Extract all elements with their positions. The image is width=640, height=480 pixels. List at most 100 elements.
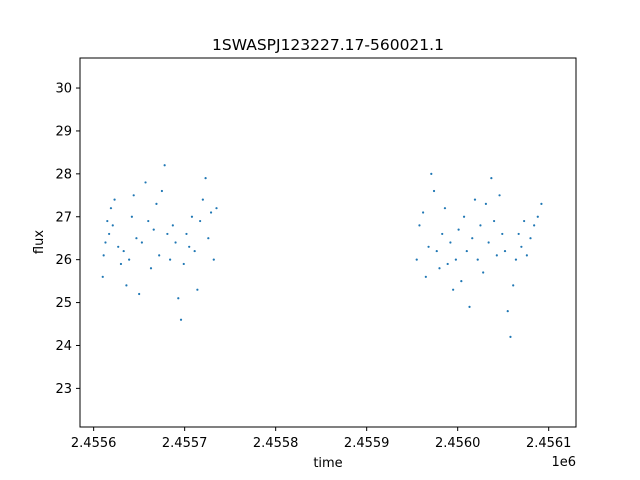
data-point [138, 292, 141, 296]
data-point [498, 194, 501, 197]
y-tick-label: 28 [55, 167, 72, 182]
x-axis: 2.4556 2.4557 2.4558 2.4559 2.4560 2.4561 [71, 427, 572, 451]
data-point [204, 177, 207, 180]
data-point [490, 177, 493, 180]
data-point [174, 241, 177, 244]
data-point [104, 241, 107, 244]
data-point [479, 224, 482, 227]
data-point [449, 241, 452, 244]
data-point [101, 275, 104, 278]
data-point [465, 249, 468, 253]
data-point [422, 211, 425, 214]
x-tick-label: 2.4561 [526, 436, 572, 451]
data-point [163, 164, 166, 167]
data-point [536, 215, 539, 218]
data-point [158, 254, 161, 257]
data-point [415, 258, 418, 261]
data-point [212, 258, 215, 261]
data-point [462, 215, 466, 218]
data-point [441, 232, 444, 236]
data-point [152, 228, 155, 231]
data-point [427, 245, 430, 248]
data-point [533, 224, 536, 227]
y-tick-label: 25 [55, 296, 72, 311]
data-point [102, 254, 105, 257]
x-axis-label: time [313, 456, 342, 471]
data-point [523, 219, 526, 223]
data-point [171, 224, 174, 227]
data-point [193, 249, 196, 253]
data-point [106, 219, 109, 223]
data-point [438, 267, 441, 270]
data-point [140, 241, 143, 244]
data-point [473, 198, 477, 201]
data-point [471, 237, 474, 240]
data-point [128, 258, 131, 261]
data-point [525, 254, 528, 257]
data-point [160, 189, 164, 193]
x-tick-label: 2.4559 [344, 436, 390, 451]
data-point [122, 249, 125, 253]
data-point [179, 318, 183, 321]
data-points [101, 164, 543, 338]
data-point [109, 207, 113, 210]
data-point [190, 215, 194, 218]
data-point [514, 258, 518, 261]
data-point [430, 172, 433, 175]
data-point [509, 335, 512, 338]
data-point [512, 284, 515, 287]
data-point [492, 219, 496, 223]
x-tick-label: 2.4558 [253, 436, 299, 451]
plot-area-frame [79, 57, 577, 428]
data-point [169, 258, 172, 261]
y-tick-label: 30 [55, 82, 72, 97]
data-point [144, 181, 147, 184]
data-point [446, 262, 449, 266]
data-point [454, 258, 457, 261]
data-point [125, 284, 128, 287]
y-tick-label: 23 [55, 382, 72, 397]
data-point [185, 232, 188, 236]
y-tick-label: 26 [55, 253, 72, 268]
data-point [155, 202, 158, 205]
data-point [529, 237, 532, 240]
data-point [108, 232, 111, 236]
y-tick-label: 29 [55, 124, 72, 139]
data-point [503, 249, 507, 253]
data-point [111, 224, 114, 227]
data-point [132, 194, 135, 197]
data-point [166, 232, 169, 236]
y-tick-label: 27 [55, 210, 72, 225]
data-point [432, 189, 436, 193]
y-axis-label: flux [32, 230, 47, 254]
data-point [135, 237, 138, 240]
y-tick-label: 24 [55, 339, 72, 354]
data-point [476, 258, 479, 261]
data-point [506, 310, 509, 313]
data-point [501, 232, 504, 236]
x-tick-label: 2.4556 [71, 436, 117, 451]
data-point [113, 198, 116, 201]
data-point [117, 245, 120, 248]
data-point [487, 241, 490, 244]
data-point [452, 288, 455, 291]
data-point [495, 254, 498, 257]
data-point [482, 271, 485, 274]
data-point [188, 245, 191, 248]
data-point [147, 219, 150, 223]
data-point [443, 207, 447, 210]
data-point [517, 232, 520, 236]
chart-title: 1SWASPJ123227.17-560021.1 [212, 36, 444, 54]
data-point [435, 249, 438, 253]
data-point [177, 297, 180, 300]
data-point [520, 245, 523, 248]
data-point [182, 262, 185, 266]
data-point [540, 202, 543, 205]
data-point [460, 280, 463, 283]
data-point [424, 275, 427, 278]
x-tick-label: 2.4560 [435, 436, 481, 451]
x-tick-label: 2.4557 [162, 436, 208, 451]
data-point [207, 237, 210, 240]
